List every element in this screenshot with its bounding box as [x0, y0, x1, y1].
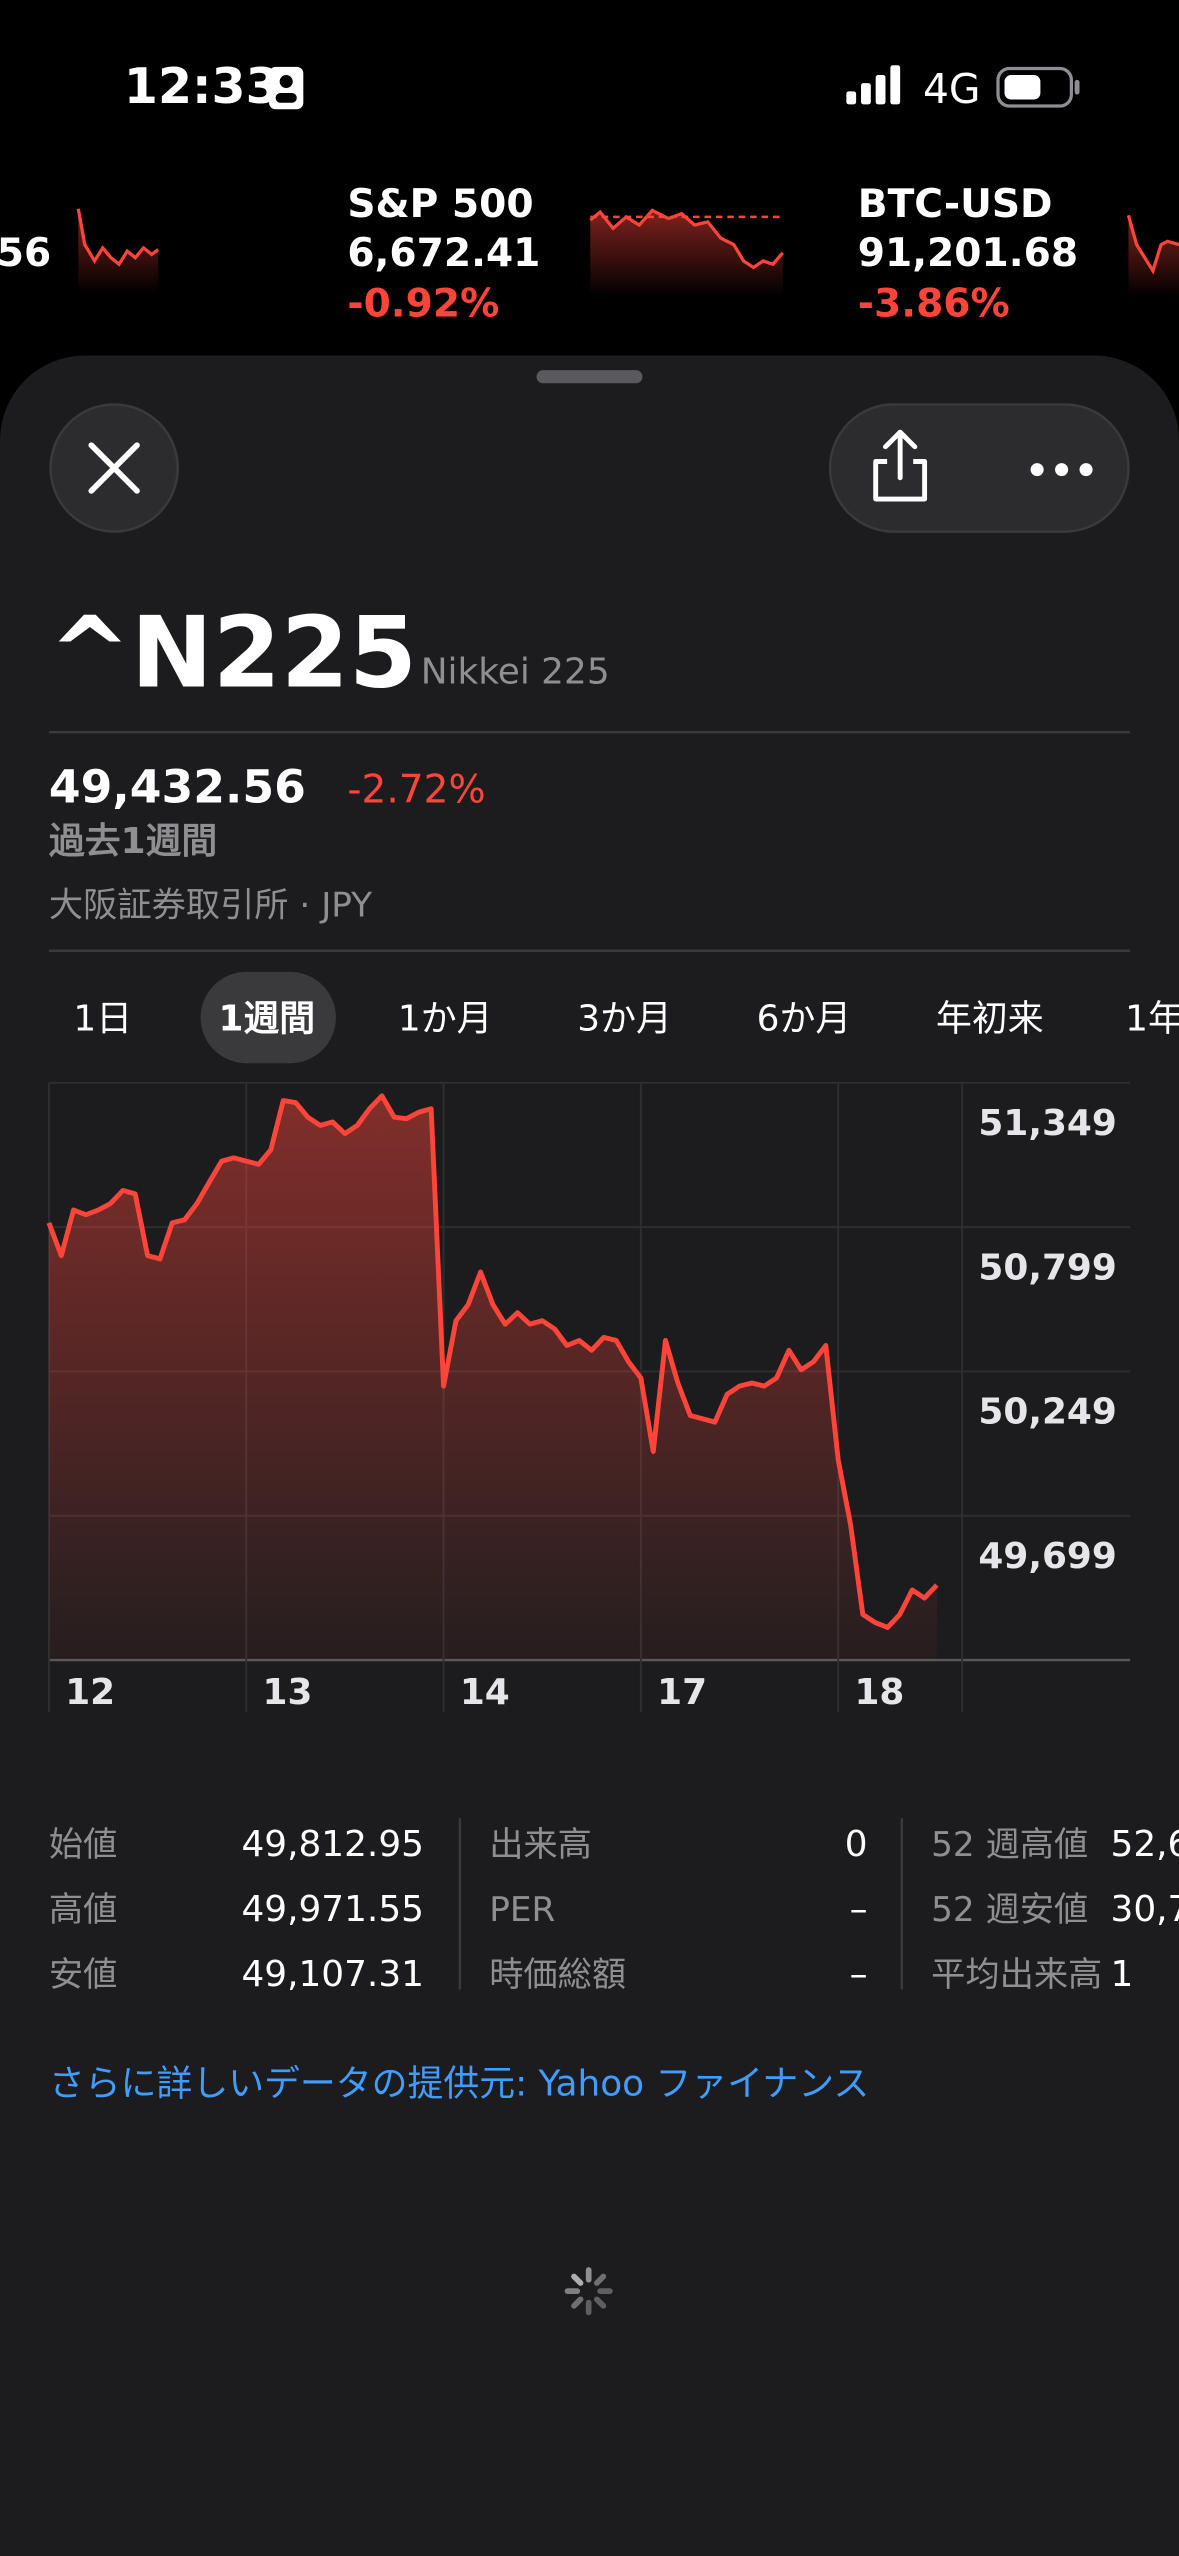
range-tab[interactable]: 1年 — [1125, 999, 1179, 1040]
exchange: 大阪証券取引所 · JPY — [49, 885, 372, 925]
ticker-symbol: S&P 500 — [347, 182, 533, 227]
stat-label: PER — [489, 1890, 555, 1930]
stat-value: 49,971.55 — [241, 1889, 424, 1930]
status-time: 12:33 — [124, 58, 280, 115]
stat-value: 0 — [845, 1824, 868, 1865]
x-tick-label: 13 — [263, 1672, 313, 1713]
y-tick-label: 50,249 — [978, 1392, 1116, 1433]
ticker-price: 6,672.41 — [347, 231, 540, 276]
y-tick-label: 50,799 — [978, 1247, 1116, 1288]
ticker-symbol: BTC-USD — [858, 182, 1053, 227]
range-tab-label: 1週間 — [219, 999, 316, 1040]
battery-icon — [996, 66, 1080, 108]
sparkline — [76, 208, 160, 267]
sparkline-area — [1128, 215, 1179, 297]
chart: 12 13 14 17 18 51,349 50,799 50,249 49,699 — [46, 1081, 1131, 1713]
sparkline-area — [590, 210, 783, 297]
stat-value: 1 — [1111, 1954, 1134, 1995]
network-type: 4G — [923, 65, 981, 113]
stat-label: 時価総額 — [489, 1955, 626, 1995]
range-tab-label: 1年 — [1125, 999, 1179, 1040]
focus-icon — [269, 66, 304, 110]
x-tick-label: 18 — [854, 1672, 904, 1713]
ticker-change: -3.86% — [858, 281, 1010, 326]
share-button[interactable] — [873, 429, 928, 502]
ticker-item[interactable]: S&P 500 6,672.41 -0.92% — [347, 182, 784, 326]
range-tab[interactable]: 年初来 — [936, 999, 1044, 1040]
stat-value: 49,107.31 — [241, 1954, 424, 1995]
range-tab-highlight — [200, 971, 336, 1064]
stats-table: 始値 49,812.95 高値 49,971.55 安値 49,107.31 出来高 0 PER… — [49, 1818, 1179, 1995]
ticker-item[interactable]: 56 — [0, 208, 160, 294]
stat-label: 52 週高値 — [931, 1825, 1088, 1865]
x-tick-label: 14 — [460, 1672, 510, 1713]
stat-value: – — [850, 1954, 868, 1995]
signal-icon — [846, 65, 901, 105]
range-tab[interactable]: 1週間 — [200, 971, 336, 1064]
loading-spinner — [564, 2267, 613, 2316]
stat-label: 52 週安値 — [931, 1890, 1088, 1930]
close-button[interactable] — [49, 403, 179, 533]
period: 過去1週間 — [49, 821, 217, 862]
range-tab-label: 1か月 — [398, 999, 493, 1040]
range-tab[interactable]: 6か月 — [757, 999, 852, 1040]
sparkline — [589, 208, 784, 270]
ticker-price: 91,201.68 — [858, 231, 1078, 276]
stat-label: 始値 — [49, 1825, 117, 1865]
stat-label: 安値 — [49, 1955, 117, 1995]
stat-value: – — [850, 1889, 868, 1930]
range-tab[interactable]: 3か月 — [577, 999, 672, 1040]
x-tick-label: 17 — [657, 1672, 707, 1713]
range-tab-label: 年初来 — [936, 999, 1044, 1040]
range-tab-label: 3か月 — [577, 999, 672, 1040]
range-tabs: 1日 1週間 1か月 3か月 6か月 年初来 1年 — [73, 971, 1179, 1064]
stat-label: 高値 — [49, 1890, 117, 1930]
sparkline — [1126, 214, 1179, 275]
range-tab[interactable]: 1か月 — [398, 999, 493, 1040]
price-change: -2.72% — [347, 767, 485, 812]
symbol: ^N225 — [49, 597, 417, 711]
x-tick-label: 12 — [65, 1672, 115, 1713]
ticker-change: -0.92% — [347, 281, 499, 326]
stat-value: 49,812.95 — [241, 1824, 424, 1865]
range-tab-label: 1日 — [73, 999, 132, 1040]
ticker-item[interactable]: BTC-USD 91,201.68 -3.86% — [858, 182, 1179, 326]
price-area — [48, 1095, 937, 1661]
price: 49,432.56 — [49, 760, 306, 813]
stat-label: 平均出来高 — [931, 1955, 1102, 1995]
more-button[interactable] — [1030, 463, 1093, 477]
stat-value: 52,6 — [1111, 1824, 1179, 1865]
range-tab[interactable]: 1日 — [73, 999, 132, 1040]
sheet-grabber[interactable] — [536, 370, 643, 384]
stat-value: 30,7 — [1111, 1889, 1179, 1930]
y-tick-label: 49,699 — [978, 1536, 1116, 1577]
sparkline-area — [78, 208, 159, 294]
price-line — [46, 1093, 939, 1630]
stat-label: 出来高 — [489, 1825, 592, 1865]
y-tick-label: 51,349 — [978, 1103, 1116, 1144]
source-link[interactable]: さらに詳しいデータの提供元: Yahoo ファイナンス — [49, 2063, 869, 2104]
ticker-price: 56 — [0, 231, 51, 276]
company-name: Nikkei 225 — [421, 651, 610, 692]
range-tab-label: 6か月 — [757, 999, 852, 1040]
